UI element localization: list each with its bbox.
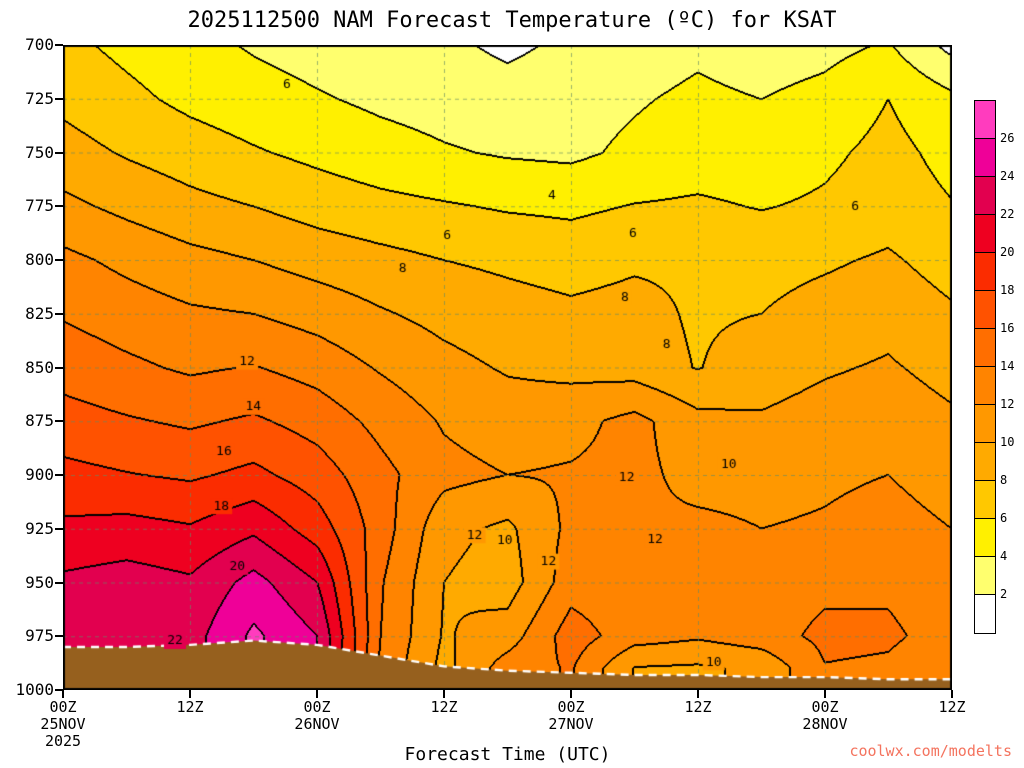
- time-tick-label: 00Z: [811, 698, 839, 716]
- pressure-tick-label: 975: [25, 626, 54, 646]
- time-tick-date: 26NOV: [294, 715, 340, 733]
- colorbar-block: [975, 329, 995, 367]
- pressure-tick-mark: [55, 97, 63, 100]
- colorbar-block: [975, 481, 995, 519]
- pressure-tick-mark: [55, 527, 63, 530]
- pressure-tick-label: 850: [25, 357, 54, 377]
- colorbar-tick-label: 6: [1000, 511, 1008, 525]
- pressure-tick-label: 700: [25, 35, 54, 54]
- pressure-tick-label: 775: [25, 196, 54, 216]
- pressure-tick-label: 750: [25, 142, 54, 162]
- x-axis-title: Forecast Time (UTC): [404, 744, 611, 765]
- pressure-tick-mark: [55, 366, 63, 369]
- time-tick-mark: [824, 690, 826, 698]
- colorbar-tick-label: 4: [1000, 549, 1008, 563]
- pressure-tick-label: 875: [25, 411, 54, 431]
- pressure-tick-mark: [55, 259, 63, 261]
- time-tick-label: 00Z: [49, 698, 77, 716]
- time-tick-label: 12Z: [430, 698, 458, 716]
- colorbar-block: [975, 215, 995, 253]
- time-tick-label: 00Z: [557, 698, 585, 716]
- colorbar-tick-label: 16: [1000, 321, 1015, 335]
- colorbar-block: [975, 557, 995, 595]
- colorbar-tick-label: 24: [1000, 169, 1015, 183]
- colorbar-tick-label: 14: [1000, 359, 1015, 373]
- time-tick-mark: [316, 690, 318, 698]
- pressure-tick-label: 825: [25, 303, 54, 323]
- colorbar-tick-label: 20: [1000, 245, 1015, 259]
- time-tick-label: 00Z: [303, 698, 331, 716]
- colorbar-block: [975, 367, 995, 405]
- pressure-tick-label: 950: [25, 572, 54, 592]
- colorbar-tick-label: 12: [1000, 397, 1015, 411]
- pressure-tick-mark: [55, 581, 63, 584]
- time-tick-date: 25NOV: [40, 715, 86, 733]
- colorbar-block: [975, 443, 995, 481]
- pressure-tick-label: 900: [25, 465, 54, 484]
- pressure-tick-label: 800: [25, 250, 54, 269]
- time-tick-mark: [62, 690, 64, 698]
- pressure-tick-label: 1000: [15, 680, 54, 699]
- time-tick-mark: [697, 690, 699, 698]
- pressure-tick-label: 925: [25, 518, 54, 538]
- time-tick-mark: [443, 690, 445, 698]
- colorbar-tick-label: 18: [1000, 283, 1015, 297]
- time-tick-mark: [951, 690, 953, 698]
- pressure-tick-mark: [55, 689, 63, 691]
- pressure-tick-mark: [55, 205, 63, 208]
- time-tick-date: 28NOV: [802, 715, 848, 733]
- temperature-colorbar: [974, 100, 996, 634]
- colorbar-block: [975, 291, 995, 329]
- colorbar-tick-label: 8: [1000, 473, 1008, 487]
- colorbar-tick-label: 10: [1000, 435, 1015, 449]
- colorbar-block: [975, 405, 995, 443]
- time-tick-label: 12Z: [684, 698, 712, 716]
- time-tick-mark: [570, 690, 572, 698]
- colorbar-block: [975, 595, 995, 633]
- colorbar-block: [975, 177, 995, 215]
- time-tick-year: 2025: [44, 732, 82, 750]
- colorbar-block: [975, 519, 995, 557]
- pressure-tick-mark: [55, 635, 63, 638]
- time-tick-label: 12Z: [938, 698, 966, 716]
- time-tick-label: 12Z: [176, 698, 204, 716]
- chart-title: 2025112500 NAM Forecast Temperature (ºC)…: [187, 8, 837, 33]
- colorbar-tick-label: 2: [1000, 587, 1008, 601]
- colorbar-block: [975, 253, 995, 291]
- pressure-tick-mark: [55, 420, 63, 423]
- colorbar-block: [975, 139, 995, 177]
- colorbar-block: [975, 101, 995, 139]
- colorbar-tick-label: 26: [1000, 131, 1015, 145]
- pressure-tick-label: 725: [25, 88, 54, 108]
- watermark-link[interactable]: coolwx.com/modelts: [849, 742, 1012, 760]
- colorbar-tick-label: 22: [1000, 207, 1015, 221]
- time-tick-date: 27NOV: [548, 715, 594, 733]
- temperature-contour-plot: [63, 45, 952, 690]
- time-tick-mark: [189, 690, 191, 698]
- pressure-tick-mark: [55, 312, 63, 315]
- pressure-tick-mark: [55, 44, 63, 46]
- pressure-tick-mark: [55, 474, 63, 476]
- pressure-tick-mark: [55, 151, 63, 154]
